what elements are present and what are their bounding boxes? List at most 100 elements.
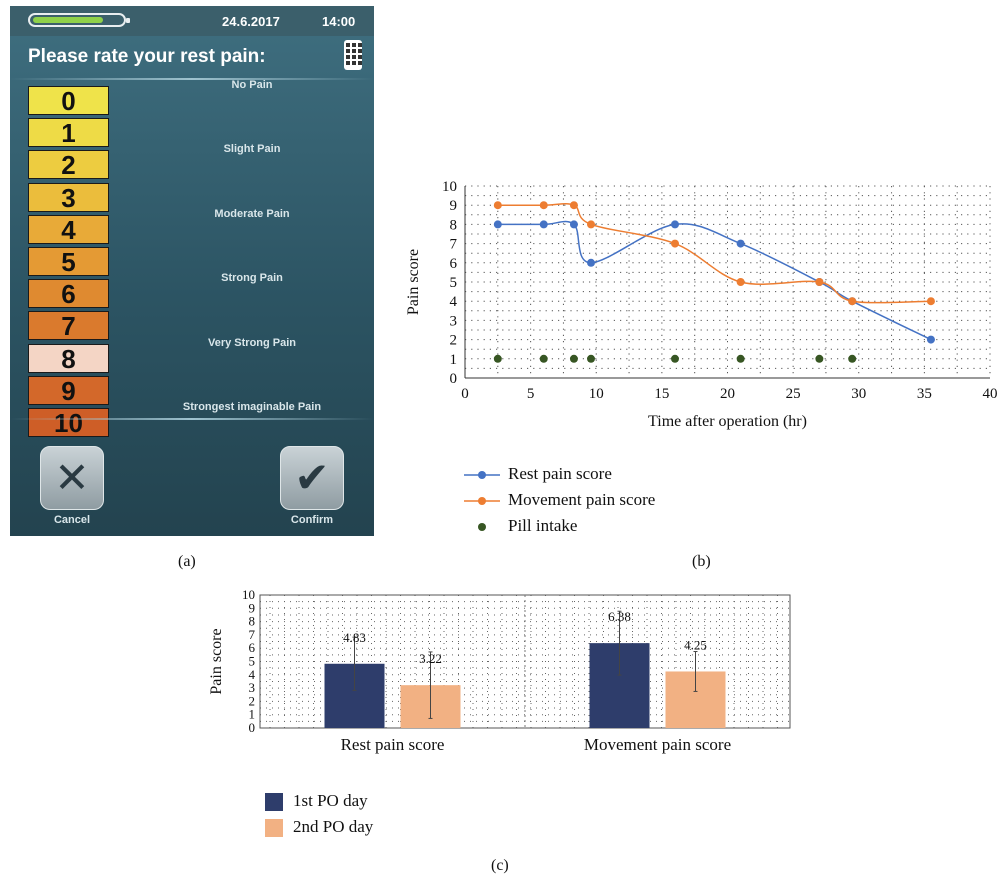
data-point [569,201,578,210]
pain-value-box[interactable]: 6 [28,279,109,309]
legend-marker [464,497,500,506]
x-axis-label: Time after operation (hr) [648,413,807,430]
pain-value-box[interactable]: 8 [28,343,109,373]
legend-label: Movement pain score [508,490,656,509]
data-point [493,220,502,229]
status-date: 24.6.2017 [222,14,280,29]
x-tick-label: 25 [786,386,801,402]
data-point [539,354,548,363]
pain-option-3[interactable]: 3 [28,182,372,214]
x-tick-label: 0 [461,386,469,402]
legend-dot [478,497,486,506]
y-tick-label: 3 [450,313,458,329]
pain-value-box[interactable]: 1 [28,118,109,148]
pain-value-box[interactable]: 2 [28,150,109,180]
pain-label: Slight Pain [223,143,281,156]
pain-label: Strongest imaginable Pain [182,401,322,413]
y-tick-label: 0 [450,371,458,387]
y-axis-label: Pain score [208,628,225,694]
y-axis-label: Pain score [405,249,422,315]
data-point [539,201,548,210]
data-point [926,335,935,344]
pain-value-box[interactable]: 3 [28,182,109,212]
data-point [926,297,935,306]
y-tick-label: 10 [242,587,255,602]
x-tick-label: 15 [654,386,669,402]
legend-item: 1st PO day [265,790,368,812]
data-label: 4.25 [684,637,707,652]
legend-swatch [265,793,283,812]
pain-option-4[interactable]: 4 Moderate Pain [28,208,372,246]
y-tick-label: 1 [249,707,256,722]
cancel-button[interactable]: ✕ [40,446,104,510]
pain-value-box[interactable]: 10 [28,408,109,438]
pain-value-box[interactable]: 4 [28,214,109,244]
legend-marker [478,523,486,532]
close-icon: ✕ [54,453,90,502]
divider [10,418,374,420]
pain-value-box[interactable]: 0 [28,86,109,116]
caption-a: (a) [178,553,196,570]
data-point [815,354,824,363]
pain-value-box[interactable]: 7 [28,311,109,341]
legend-dot [478,523,486,532]
data-label: 6.38 [608,609,631,624]
data-point [493,354,502,363]
y-tick-label: 9 [450,198,458,214]
cancel-label: Cancel [53,514,91,526]
pain-option-5[interactable]: 5 [28,247,372,278]
data-point [539,220,548,229]
legend-label: 1st PO day [293,791,368,810]
checkmark-icon: ✔ [294,453,330,502]
data-point [587,354,595,363]
data-point [493,201,502,210]
pain-label: Moderate Pain [214,207,290,220]
pain-option-10[interactable]: 10 Strongest imaginable Pain [28,401,372,439]
legend-item: 2nd PO day [265,816,373,838]
pain-option-6[interactable]: 6 Strong Pain [28,272,372,310]
pain-option-2[interactable]: 2 Slight Pain [28,143,372,181]
x-tick-label: 10 [589,386,604,402]
legend-label: Rest pain score [508,464,612,483]
data-point [736,239,745,248]
y-tick-label: 6 [249,640,256,655]
y-tick-label: 10 [442,179,457,195]
y-tick-label: 4 [249,667,256,682]
y-tick-label: 4 [450,294,458,310]
pain-option-9[interactable]: 9 [28,375,372,407]
legend-item: Movement pain score [462,489,655,511]
series-line-0 [497,220,932,341]
legend-swatch [265,819,283,838]
y-tick-label: 7 [450,237,458,253]
y-tick-label: 8 [249,614,256,629]
pain-label: No Pain [231,79,273,91]
pain-value-box[interactable]: 9 [28,375,109,405]
y-tick-label: 5 [450,275,458,291]
y-tick-label: 7 [249,627,256,642]
keypad-icon[interactable] [344,40,362,70]
pain-option-8[interactable]: 8 Very Strong Pain [28,337,372,375]
pain-value-box[interactable]: 5 [28,247,109,277]
data-point [736,278,745,286]
pain-option-7[interactable]: 7 [28,311,372,342]
y-tick-label: 6 [450,256,458,272]
y-tick-label: 0 [249,720,256,735]
data-point [815,278,824,286]
confirm-button[interactable]: ✔ [280,446,344,510]
x-tick-label: 30 [851,386,866,402]
legend-label: 2nd PO day [293,817,374,836]
y-tick-label: 2 [450,333,458,349]
legend-dot [478,471,486,480]
pain-option-1[interactable]: 1 [28,118,372,149]
status-time: 14:00 [322,14,356,29]
data-point [671,354,679,363]
data-point [587,258,595,267]
data-point [671,220,679,229]
x-tick-label: 20 [720,386,735,402]
data-point [671,239,679,248]
y-tick-label: 9 [249,600,256,615]
data-point [736,354,745,363]
y-tick-label: 8 [450,217,458,233]
pain-option-0[interactable]: 0 No Pain [28,79,372,117]
